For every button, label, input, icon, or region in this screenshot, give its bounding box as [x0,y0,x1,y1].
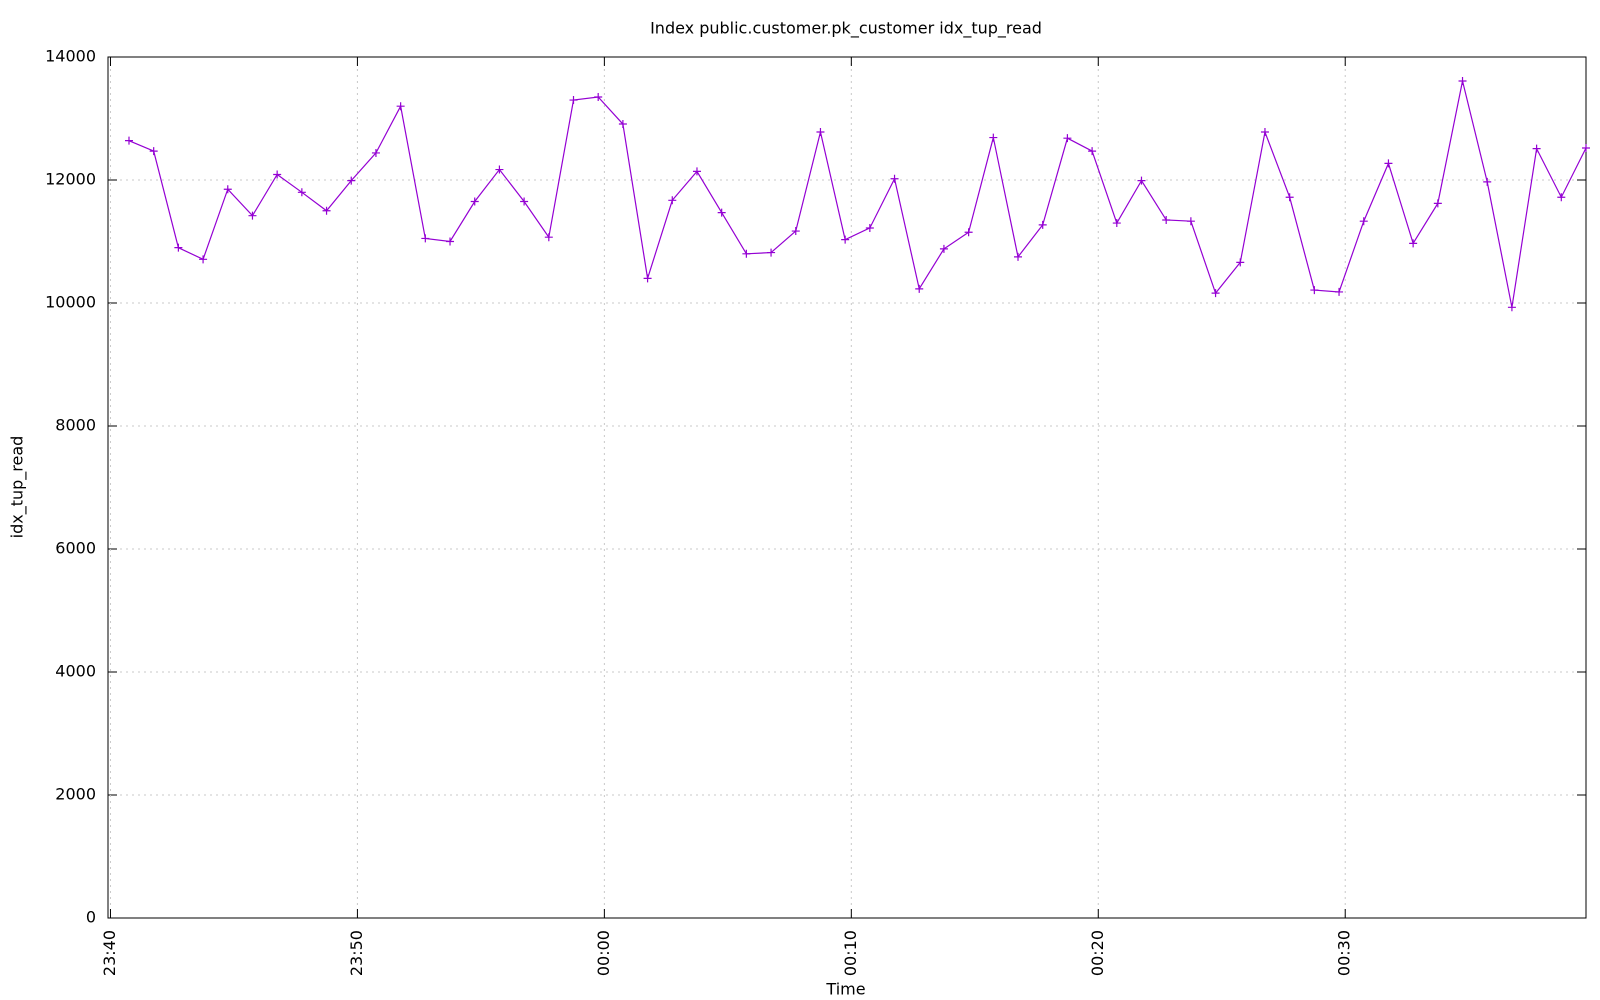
point-marker [199,255,208,264]
series-line [128,80,1587,308]
y-tick-label: 6000 [55,539,96,558]
point-marker [297,188,306,197]
point-marker [1582,144,1590,153]
point-marker [396,102,405,111]
point-marker [569,96,578,105]
y-tick-label: 12000 [45,170,96,189]
y-tick-label: 2000 [55,785,96,804]
point-marker [1458,76,1467,85]
point-marker [495,165,504,174]
point-marker [1063,134,1072,143]
y-tick-label: 10000 [45,293,96,312]
point-marker [1433,199,1442,208]
point-marker [1409,239,1418,248]
point-marker [248,211,257,220]
point-marker [1236,258,1245,267]
point-marker [915,284,924,293]
point-marker [1162,215,1171,224]
point-marker [1211,289,1220,298]
x-axis-label: Time [825,980,865,999]
point-marker [223,185,232,194]
point-marker [1014,252,1023,261]
point-marker [717,208,726,217]
point-marker [421,234,430,243]
point-marker [1137,176,1146,185]
point-marker [1285,193,1294,202]
y-tick-label: 8000 [55,416,96,435]
y-tick-label: 14000 [45,47,96,66]
point-marker [964,228,973,237]
point-marker [273,170,282,179]
point-marker [865,223,874,232]
x-tick-label: 00:10 [841,930,860,976]
point-marker [816,128,825,137]
plot-border [107,56,1587,919]
point-marker [1038,220,1047,229]
point-marker [1557,193,1566,202]
point-marker [668,196,677,205]
point-marker [1384,159,1393,168]
x-tick-label: 00:00 [594,930,613,976]
x-tick-label: 00:30 [1335,930,1354,976]
y-tick-label: 0 [86,908,96,927]
point-marker [767,248,776,257]
point-marker [124,136,133,145]
point-marker [618,120,627,129]
chart-title: Index public.customer.pk_customer idx_tu… [650,19,1042,39]
point-marker [1483,177,1492,186]
point-marker [446,237,455,246]
point-marker [1112,219,1121,228]
point-marker [174,243,183,252]
x-tick-label: 00:20 [1088,930,1107,976]
x-tick-label: 23:40 [100,930,119,976]
point-marker [1359,217,1368,226]
point-marker [791,227,800,236]
y-axis-label: idx_tup_read [8,436,28,539]
point-marker [742,249,751,258]
point-marker [1335,287,1344,296]
point-marker [371,148,380,157]
point-marker [470,197,479,206]
point-marker [989,133,998,142]
point-marker [1186,217,1195,226]
point-marker [322,206,331,215]
point-marker [692,167,701,176]
point-marker [1260,128,1269,137]
point-marker [1310,286,1319,295]
point-marker [544,233,553,242]
point-marker [1088,147,1097,156]
point-marker [1532,144,1541,153]
point-marker [890,174,899,183]
x-tick-label: 23:50 [347,930,366,976]
point-marker [594,92,603,101]
point-marker [643,274,652,283]
point-marker [149,147,158,156]
y-tick-label: 4000 [55,662,96,681]
point-marker [1507,303,1516,312]
point-marker [939,244,948,253]
point-marker [347,176,356,185]
point-marker [841,235,850,244]
point-marker [520,197,529,206]
